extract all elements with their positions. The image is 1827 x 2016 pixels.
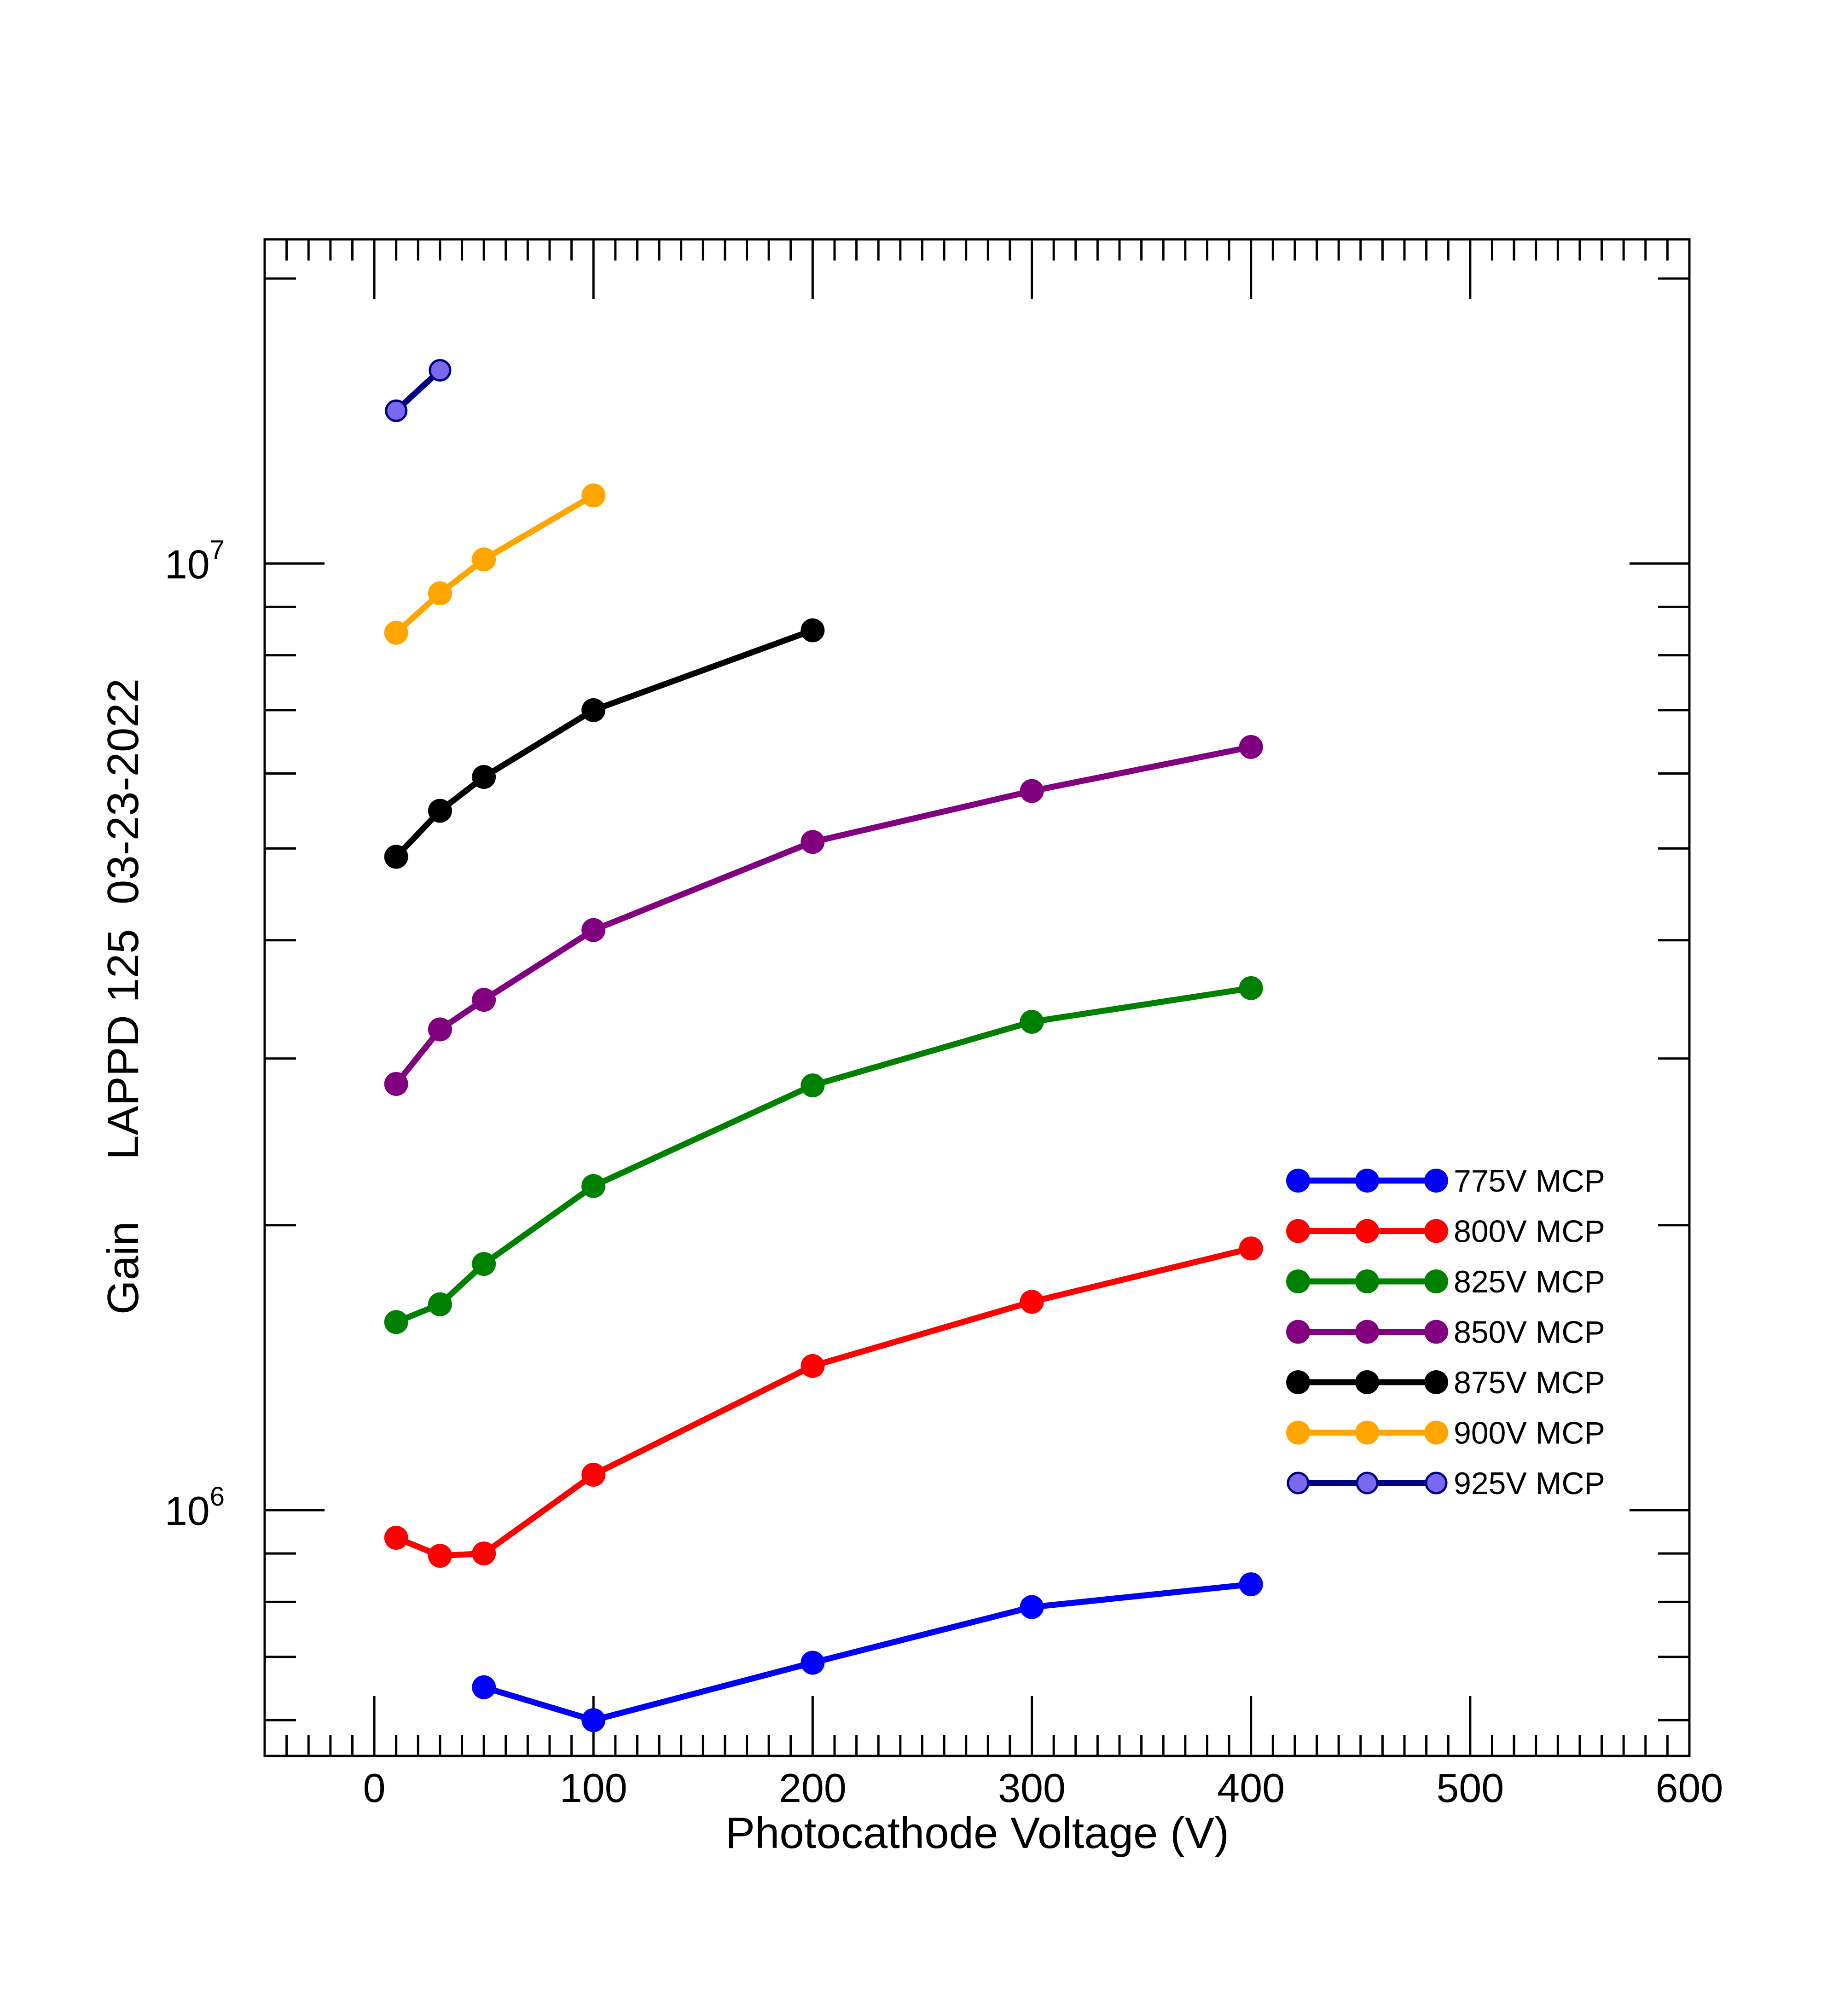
legend: 775V MCP 800V MCP 825V MCP 850V MCP 875V MCP… bbox=[1286, 1164, 1605, 1501]
data-point bbox=[384, 1310, 408, 1334]
data-point bbox=[1020, 1009, 1044, 1034]
plot-frame bbox=[263, 238, 1691, 1757]
data-point bbox=[428, 1017, 452, 1042]
legend-marker bbox=[1355, 1370, 1379, 1394]
legend-marker bbox=[1355, 1219, 1379, 1243]
x-tick-label: 400 bbox=[1217, 1765, 1285, 1811]
legend-marker bbox=[1355, 1320, 1379, 1344]
y-axis-title: Gain LAPPD 125 03-23-2022 bbox=[99, 678, 148, 1315]
legend-marker bbox=[1425, 1471, 1448, 1495]
x-tick-label: 200 bbox=[779, 1765, 847, 1811]
legend-label: 775V MCP bbox=[1454, 1164, 1605, 1199]
data-point bbox=[428, 799, 452, 823]
legend-marker bbox=[1286, 1169, 1310, 1193]
legend-marker bbox=[1356, 1471, 1379, 1495]
legend-marker bbox=[1286, 1320, 1310, 1344]
x-axis-title: Photocathode Voltage (V) bbox=[725, 1808, 1229, 1858]
data-point bbox=[581, 1463, 606, 1487]
data-point bbox=[472, 1252, 496, 1276]
legend-marker bbox=[1424, 1219, 1448, 1243]
data-point bbox=[1239, 1236, 1263, 1261]
series-line bbox=[394, 492, 595, 635]
data-point bbox=[800, 1651, 825, 1675]
tick-labels: 0 100 200 300 400 500 600 106 107 bbox=[165, 535, 1723, 1811]
legend-label: 850V MCP bbox=[1454, 1315, 1605, 1350]
legend-marker bbox=[1424, 1169, 1448, 1193]
legend-marker bbox=[1286, 1219, 1310, 1243]
data-point bbox=[472, 988, 496, 1012]
data-point bbox=[472, 765, 496, 789]
data-point bbox=[429, 359, 452, 382]
x-tick-label: 0 bbox=[363, 1765, 386, 1811]
data-point bbox=[428, 1292, 452, 1316]
data-point bbox=[581, 918, 606, 942]
data-point bbox=[384, 1072, 408, 1096]
x-tick-label: 600 bbox=[1656, 1765, 1723, 1811]
legend-marker bbox=[1355, 1169, 1379, 1193]
data-point bbox=[384, 620, 408, 645]
plot-series bbox=[384, 359, 1263, 1732]
data-point bbox=[800, 618, 825, 643]
data-point bbox=[472, 547, 496, 572]
data-point bbox=[1239, 735, 1263, 759]
x-tick-label: 500 bbox=[1436, 1765, 1504, 1811]
data-point bbox=[1020, 779, 1044, 803]
data-point bbox=[581, 1708, 606, 1732]
legend-marker bbox=[1287, 1471, 1310, 1495]
data-point bbox=[581, 1174, 606, 1198]
y-tick-label: 106 bbox=[165, 1482, 225, 1534]
data-point bbox=[800, 1354, 825, 1378]
data-point bbox=[1239, 1572, 1263, 1597]
axis-ticks bbox=[265, 239, 1689, 1756]
data-point bbox=[1239, 976, 1263, 1000]
data-point bbox=[384, 845, 408, 869]
data-point bbox=[385, 399, 408, 422]
legend-marker bbox=[1355, 1269, 1379, 1293]
data-point bbox=[472, 1675, 496, 1699]
legend-marker bbox=[1424, 1269, 1448, 1293]
legend-label: 800V MCP bbox=[1454, 1214, 1605, 1249]
legend-label: 825V MCP bbox=[1454, 1264, 1605, 1299]
legend-label: 875V MCP bbox=[1454, 1365, 1605, 1400]
data-point bbox=[581, 698, 606, 722]
legend-marker bbox=[1424, 1370, 1448, 1394]
data-point bbox=[472, 1541, 496, 1566]
legend-marker bbox=[1355, 1420, 1379, 1445]
data-point bbox=[800, 830, 825, 854]
data-point bbox=[428, 581, 452, 606]
x-tick-label: 300 bbox=[998, 1765, 1066, 1811]
data-point bbox=[428, 1544, 452, 1568]
legend-marker bbox=[1286, 1420, 1310, 1445]
data-point bbox=[581, 483, 606, 508]
legend-marker bbox=[1424, 1420, 1448, 1445]
legend-marker bbox=[1286, 1370, 1310, 1394]
x-tick-label: 100 bbox=[560, 1765, 627, 1811]
data-point bbox=[1020, 1290, 1044, 1314]
data-point bbox=[800, 1073, 825, 1098]
legend-marker bbox=[1424, 1320, 1448, 1344]
legend-label: 925V MCP bbox=[1454, 1466, 1605, 1501]
data-point bbox=[384, 1526, 408, 1550]
legend-marker bbox=[1286, 1269, 1310, 1293]
legend-label: 900V MCP bbox=[1454, 1416, 1605, 1451]
data-point bbox=[1020, 1595, 1044, 1619]
y-tick-label: 107 bbox=[165, 535, 225, 587]
